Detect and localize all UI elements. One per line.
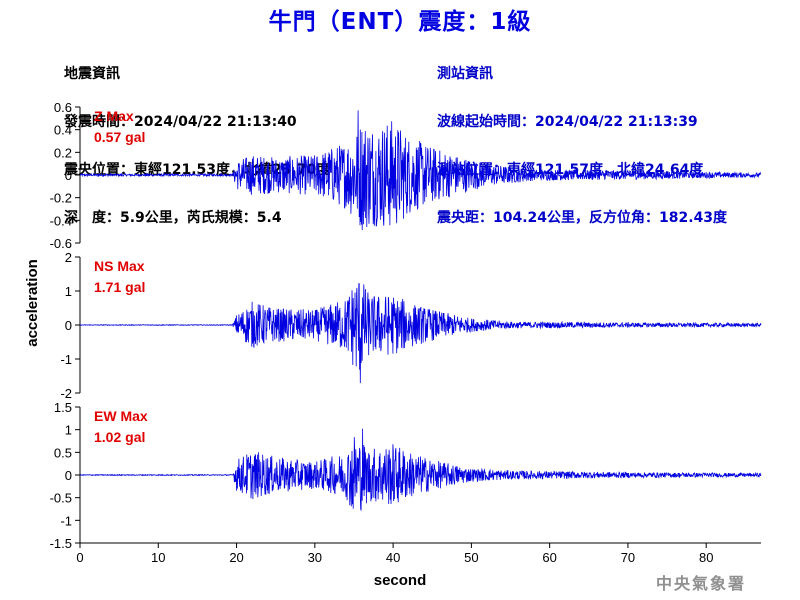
y-axis-label: acceleration [24, 259, 41, 347]
y-tick-label: 0 [65, 468, 72, 483]
panel-max-value-ns: 1.71 gal [94, 279, 145, 295]
wave-start-time: 波線起始時間：2024/04/22 21:13:39 [437, 114, 698, 130]
x-tick-label: 70 [621, 550, 635, 565]
waveform-z [79, 110, 762, 231]
y-tick-label: -0.6 [50, 236, 72, 251]
y-tick-label: 0 [65, 168, 72, 183]
page-title: 牛門（ENT）震度：1級 [268, 9, 532, 35]
x-tick-label: 80 [699, 550, 713, 565]
x-tick-label: 30 [308, 550, 322, 565]
y-tick-label: -2 [60, 386, 72, 401]
panel-label-z: Z Max [94, 108, 134, 124]
y-tick-label: 0.6 [54, 100, 72, 115]
y-tick-label: -1 [60, 513, 72, 528]
panel-label-ew: EW Max [94, 408, 148, 424]
x-tick-label: 60 [542, 550, 556, 565]
event-info-heading: 地震資訊 [64, 66, 120, 82]
y-tick-label: -0.2 [50, 191, 72, 206]
y-tick-label: -1.5 [50, 536, 72, 551]
panel-label-ns: NS Max [94, 258, 145, 274]
x-tick-label: 0 [76, 550, 83, 565]
x-tick-label: 50 [464, 550, 478, 565]
x-axis-label: second [374, 572, 427, 589]
y-tick-label: 1 [65, 284, 72, 299]
y-tick-label: -0.4 [50, 213, 72, 228]
station-info: 測站資訊 波線起始時間：2024/04/22 21:13:39 測站位置：東經1… [437, 34, 727, 242]
y-tick-label: 0.2 [54, 145, 72, 160]
distance-azimuth: 震央距：104.24公里，反方位角：182.43度 [437, 210, 728, 226]
x-tick-label: 40 [386, 550, 400, 565]
y-tick-label: 1 [65, 423, 72, 438]
agency-watermark: 中央氣象署 [656, 574, 747, 593]
y-tick-label: -0.5 [50, 491, 72, 506]
y-tick-label: 2 [65, 250, 72, 265]
x-tick-label: 10 [151, 550, 165, 565]
y-tick-label: 0.5 [54, 445, 72, 460]
station-info-heading: 測站資訊 [437, 66, 493, 82]
panel-max-value-z: 0.57 gal [94, 129, 145, 145]
x-tick-label: 20 [229, 550, 243, 565]
depth-magnitude: 深 度：5.9公里，芮氏規模：5.4 [64, 210, 282, 226]
y-tick-label: -1 [60, 352, 72, 367]
y-tick-label: 0 [65, 318, 72, 333]
y-tick-label: 0.4 [54, 123, 72, 138]
panel-max-value-ew: 1.02 gal [94, 429, 145, 445]
y-tick-label: 1.5 [54, 400, 72, 415]
waveform-ns [79, 283, 762, 384]
waveform-ew [79, 428, 762, 511]
origin-time: 發震時間：2024/04/22 21:13:40 [64, 114, 297, 130]
